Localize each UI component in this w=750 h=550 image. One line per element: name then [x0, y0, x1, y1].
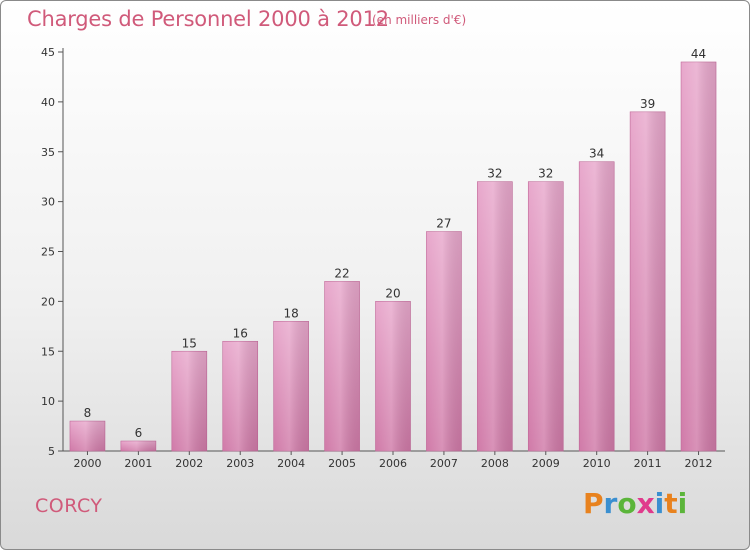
bar-value-label: 18: [284, 306, 299, 320]
x-tick-label: 2007: [430, 457, 458, 470]
y-tick-label: 45: [41, 46, 55, 59]
bar-shine: [375, 301, 411, 451]
bar-value-label: 27: [436, 217, 451, 231]
bar-shine: [426, 231, 462, 451]
bar-value-label: 15: [182, 336, 197, 350]
bar-value-label: 34: [589, 147, 604, 161]
logo-letter: x: [636, 487, 655, 520]
y-tick-label: 35: [41, 146, 55, 159]
logo-letter: t: [664, 487, 678, 520]
bar-value-label: 32: [538, 167, 553, 181]
bar-value-label: 16: [233, 326, 248, 340]
x-tick-label: 2000: [73, 457, 101, 470]
bar-shine: [630, 111, 666, 451]
x-tick-label: 2006: [379, 457, 407, 470]
y-tick-label: 20: [41, 295, 55, 308]
bar-value-label: 32: [487, 167, 502, 181]
logo-letter: o: [617, 487, 637, 520]
y-tick-label: 25: [41, 246, 55, 259]
commune-name: CORCY: [35, 495, 103, 517]
bar-shine: [69, 421, 105, 451]
bar-shine: [579, 161, 615, 451]
bar-shine: [528, 181, 564, 452]
y-tick-label: 10: [41, 395, 55, 408]
x-tick-label: 2008: [481, 457, 509, 470]
logo-letter: P: [583, 487, 604, 520]
x-tick-label: 2012: [685, 457, 713, 470]
bar-shine: [222, 341, 258, 451]
chart-axes: 5 10 15 20 25 30 35 40 45 2000 2001 2002 2003 2004 200…: [41, 46, 725, 470]
bar-shine: [120, 441, 156, 451]
bar-value-label: 44: [691, 47, 706, 61]
y-tick-label: 15: [41, 345, 55, 358]
chart-subtitle: (en milliers d'€): [372, 13, 467, 27]
y-tick-label: 5: [48, 445, 55, 458]
x-tick-label: 2010: [583, 457, 611, 470]
x-tick-label: 2001: [124, 457, 152, 470]
bar-shine: [273, 321, 309, 451]
chart-bars: 8 6 15 16 18 22 20 27 32 32 34 39 44: [69, 47, 717, 452]
x-tick-label: 2005: [328, 457, 356, 470]
y-tick-label: 30: [41, 196, 55, 209]
logo-letter: i: [654, 487, 665, 520]
bar-shine: [171, 351, 207, 451]
bar-shine: [324, 281, 360, 451]
y-tick-label: 40: [41, 96, 55, 109]
x-tick-label: 2004: [277, 457, 305, 470]
x-tick-label: 2002: [175, 457, 203, 470]
x-tick-label: 2011: [634, 457, 662, 470]
x-tick-label: 2009: [532, 457, 560, 470]
bar-value-label: 8: [84, 406, 92, 420]
logo-letter: r: [603, 487, 618, 520]
bar-shine: [681, 61, 717, 451]
bar-value-label: 20: [385, 286, 400, 300]
bar-value-label: 6: [135, 426, 143, 440]
proxiti-logo: Proxiti: [583, 487, 687, 520]
bar-value-label: 22: [334, 266, 349, 280]
bar-value-label: 39: [640, 97, 655, 111]
logo-letter: i: [677, 487, 688, 520]
chart-title: Charges de Personnel 2000 à 2012: [27, 7, 389, 31]
x-tick-label: 2003: [226, 457, 254, 470]
bar-shine: [477, 181, 513, 452]
